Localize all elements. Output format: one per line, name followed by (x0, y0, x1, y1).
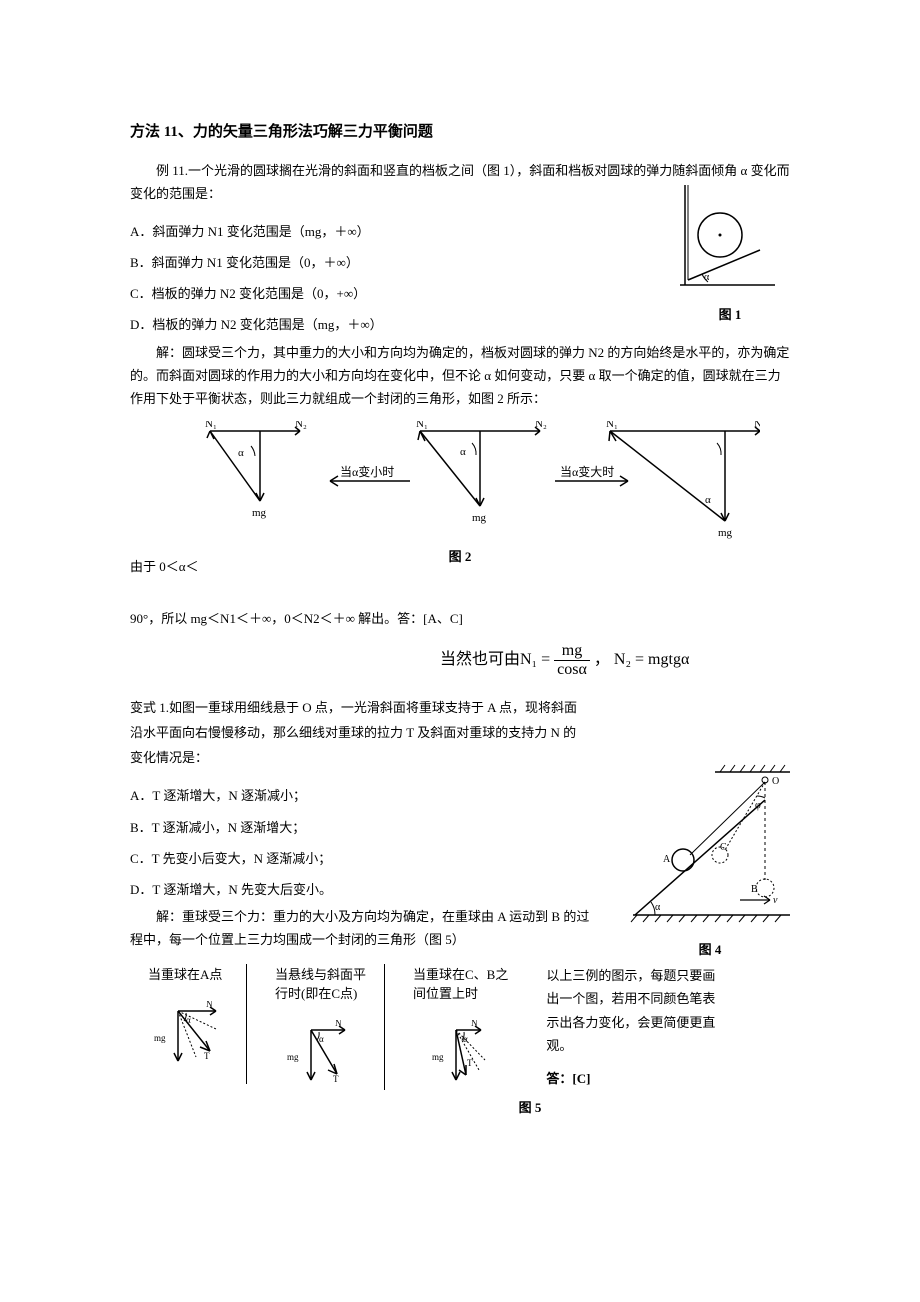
svg-text:C: C (720, 842, 727, 853)
svg-text:α: α (655, 902, 661, 913)
fig5-tri1: α N mg T (148, 1001, 228, 1071)
fig5-answer: 答：[C] (546, 1067, 726, 1090)
svg-text:N₁: N₁ (416, 421, 428, 430)
fig5-right-text: 以上三例的图示，每题只要画出一个图，若用不同颜色笔表示出各力变化，会更简便更直观… (536, 964, 726, 1091)
fraction: mg cosα (554, 642, 590, 678)
svg-text:N₂: N₂ (295, 421, 307, 430)
formula-prefix: 当然也可由N₁ = (440, 651, 554, 668)
svg-text:α: α (319, 1034, 324, 1044)
formula: 当然也可由N₁ = mg cosα ， N₂ = mgtgα (440, 642, 790, 678)
svg-text:N: N (335, 1020, 342, 1028)
svg-text:O: O (772, 776, 779, 787)
svg-text:T: T (467, 1058, 473, 1068)
svg-text:N₁: N₁ (205, 421, 217, 430)
svg-text:α: α (238, 447, 244, 459)
figure-5: 当重球在A点 α N mg T 当悬线与斜面平 行时(即在C点) (130, 964, 790, 1091)
svg-text:B: B (751, 884, 758, 895)
fig4-svg: O A B C (625, 760, 795, 930)
svg-text:mg: mg (432, 1052, 444, 1062)
svg-text:mg: mg (154, 1033, 166, 1043)
section-title: 方法 11、力的矢量三角形法巧解三力平衡问题 (130, 120, 790, 141)
fig5-p3-label: 当重球在C、B之 间位置上时 (413, 964, 508, 1002)
svg-text:φ: φ (755, 800, 761, 811)
fig1-caption: 图 1 (675, 304, 785, 323)
variant-solution: 解：重球受三个力：重力的大小及方向均为确定，在重球由 A 运动到 B 的过程中，… (130, 905, 590, 952)
svg-text:mg: mg (718, 527, 733, 539)
fig5-panel-2: 当悬线与斜面平 行时(即在C点) α N mg T (257, 964, 385, 1090)
svg-text:N: N (471, 1020, 478, 1028)
fig5-panel-1: 当重球在A点 α N mg T (130, 964, 247, 1084)
solution-para: 解：圆球受三个力，其中重力的大小和方向均为确定的，档板对圆球的弹力 N2 的方向… (130, 341, 790, 411)
frac-num: mg (554, 642, 590, 661)
svg-text:mg: mg (472, 512, 487, 524)
svg-text:A: A (663, 854, 671, 865)
svg-text:α: α (704, 272, 710, 283)
svg-text:当α变小时: 当α变小时 (340, 464, 394, 479)
svg-text:α: α (463, 1034, 468, 1044)
svg-text:mg: mg (287, 1052, 299, 1062)
fig5-panel-3: 当重球在C、B之 间位置上时 α N mg T (395, 964, 526, 1090)
frac-den: cosα (554, 661, 590, 679)
fig1-svg: α (680, 185, 780, 295)
svg-text:N₁: N₁ (606, 421, 618, 430)
fig5-tri2: α N mg T (281, 1020, 361, 1090)
svg-text:N₂: N₂ (535, 421, 547, 430)
figure-4: O A B C (620, 760, 800, 958)
fig5-note: 以上三例的图示，每题只要画出一个图，若用不同颜色笔表示出各力变化，会更简便更直观… (546, 964, 726, 1058)
svg-text:N: N (206, 1001, 213, 1009)
svg-text:α: α (186, 1015, 191, 1025)
figure-1: α 图 1 (675, 185, 785, 323)
conclusion-after: 90°，所以 mg＜N1＜＋∞，0＜N2＜＋∞ 解出。答：[A、C] (130, 607, 790, 632)
svg-text:T: T (204, 1051, 210, 1061)
svg-text:α: α (460, 446, 466, 458)
fig5-p1-label: 当重球在A点 (148, 964, 228, 983)
svg-text:T: T (333, 1074, 339, 1084)
svg-text:mg: mg (252, 507, 267, 519)
figure-2: α N₁ N₂ mg 当α变小时 α N₁ N₂ (160, 421, 760, 565)
fig5-caption: 图 5 (270, 1097, 790, 1116)
fig5-p2-label: 当悬线与斜面平 行时(即在C点) (275, 964, 366, 1002)
svg-text:α: α (705, 494, 711, 506)
fig5-tri3: α N mg T (421, 1020, 501, 1090)
svg-text:v: v (773, 895, 778, 906)
fig4-caption: 图 4 (620, 939, 800, 958)
svg-text:当α变大时: 当α变大时 (560, 464, 614, 479)
fig2-svg: α N₁ N₂ mg 当α变小时 α N₁ N₂ (160, 421, 760, 561)
variant-intro: 变式 1.如图一重球用细线悬于 O 点，一光滑斜面将重球支持于 A 点，现将斜面… (130, 696, 580, 770)
svg-text:N₂: N₂ (754, 421, 760, 430)
formula-suffix: ， N₂ = mgtgα (594, 651, 689, 668)
